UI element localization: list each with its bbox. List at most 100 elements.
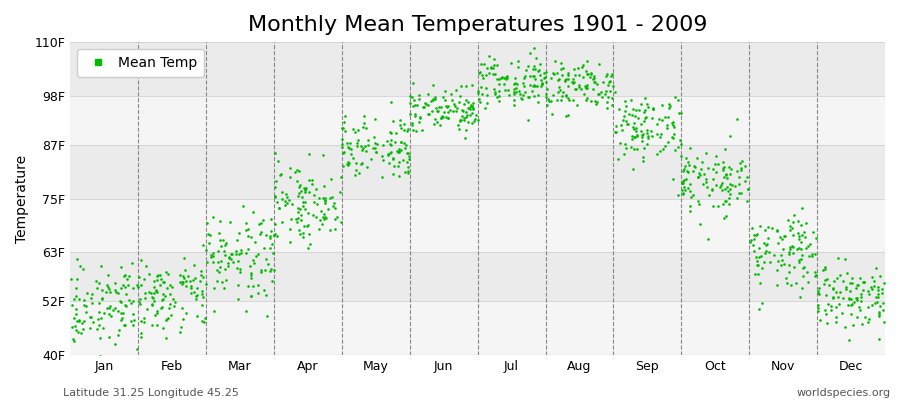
Point	[678, 187, 692, 193]
Point	[467, 118, 482, 124]
Point	[279, 191, 293, 198]
Point	[550, 70, 564, 76]
Point	[465, 102, 480, 109]
Point	[454, 83, 468, 89]
Point	[711, 203, 725, 210]
Point	[627, 146, 642, 152]
Point	[291, 192, 305, 199]
Point	[123, 318, 138, 324]
Point	[393, 125, 408, 132]
Point	[840, 270, 854, 277]
Point	[747, 236, 761, 242]
Point	[860, 288, 875, 294]
Point	[821, 301, 835, 308]
Point	[829, 303, 843, 310]
Point	[753, 280, 768, 287]
Point	[350, 127, 365, 134]
Point	[808, 272, 823, 278]
Point	[493, 75, 508, 81]
Point	[154, 276, 168, 282]
Point	[212, 268, 227, 275]
Point	[760, 241, 774, 248]
Point	[347, 128, 362, 135]
Point	[500, 87, 515, 94]
Point	[554, 72, 569, 79]
Point	[754, 264, 769, 271]
Point	[244, 233, 258, 240]
Point	[798, 220, 813, 226]
Point	[258, 292, 273, 298]
Point	[644, 132, 659, 139]
Point	[790, 246, 805, 252]
Point	[707, 160, 722, 167]
Point	[545, 70, 560, 76]
Point	[741, 186, 755, 192]
Point	[238, 220, 253, 226]
Point	[336, 125, 350, 132]
Point	[676, 180, 690, 186]
Point	[302, 230, 317, 237]
Point	[526, 93, 541, 99]
Point	[194, 268, 208, 275]
Point	[778, 232, 792, 239]
Point	[426, 96, 440, 102]
Point	[864, 302, 878, 308]
Point	[291, 209, 305, 216]
Point	[763, 258, 778, 265]
Point	[867, 283, 881, 290]
Point	[398, 145, 412, 151]
Point	[868, 294, 883, 300]
Point	[849, 284, 863, 291]
Point	[746, 242, 760, 248]
Point	[716, 165, 730, 171]
Point	[441, 114, 455, 121]
Point	[616, 117, 630, 123]
Point	[293, 212, 308, 218]
Point	[783, 223, 797, 230]
Point	[244, 275, 258, 282]
Point	[776, 246, 790, 252]
Point	[553, 84, 567, 90]
Point	[722, 195, 736, 202]
Point	[79, 303, 94, 310]
Point	[462, 98, 476, 105]
Point	[743, 236, 758, 243]
Point	[392, 148, 406, 154]
Point	[251, 221, 266, 228]
Point	[400, 164, 415, 170]
Point	[680, 155, 694, 161]
Point	[239, 308, 254, 314]
Point	[210, 278, 224, 284]
Point	[381, 152, 395, 158]
Point	[339, 140, 354, 146]
Point	[177, 275, 192, 281]
Point	[269, 178, 284, 184]
Point	[344, 145, 358, 152]
Point	[464, 120, 479, 126]
Point	[149, 308, 164, 314]
Point	[264, 266, 278, 272]
Point	[499, 76, 513, 82]
Point	[341, 160, 356, 167]
Point	[515, 96, 529, 102]
Point	[529, 55, 544, 61]
Point	[251, 282, 266, 288]
Point	[401, 168, 416, 174]
Point	[693, 172, 707, 178]
Point	[292, 227, 306, 233]
Point	[302, 151, 317, 157]
Point	[456, 114, 471, 121]
Point	[507, 81, 521, 88]
Point	[507, 102, 521, 108]
Point	[655, 117, 670, 124]
Point	[876, 307, 890, 314]
Point	[808, 250, 823, 257]
Point	[403, 110, 418, 117]
Point	[230, 257, 245, 264]
Point	[225, 250, 239, 257]
Point	[596, 78, 610, 85]
Point	[231, 295, 246, 302]
Point	[318, 197, 332, 204]
Point	[166, 296, 180, 302]
Point	[491, 98, 506, 105]
